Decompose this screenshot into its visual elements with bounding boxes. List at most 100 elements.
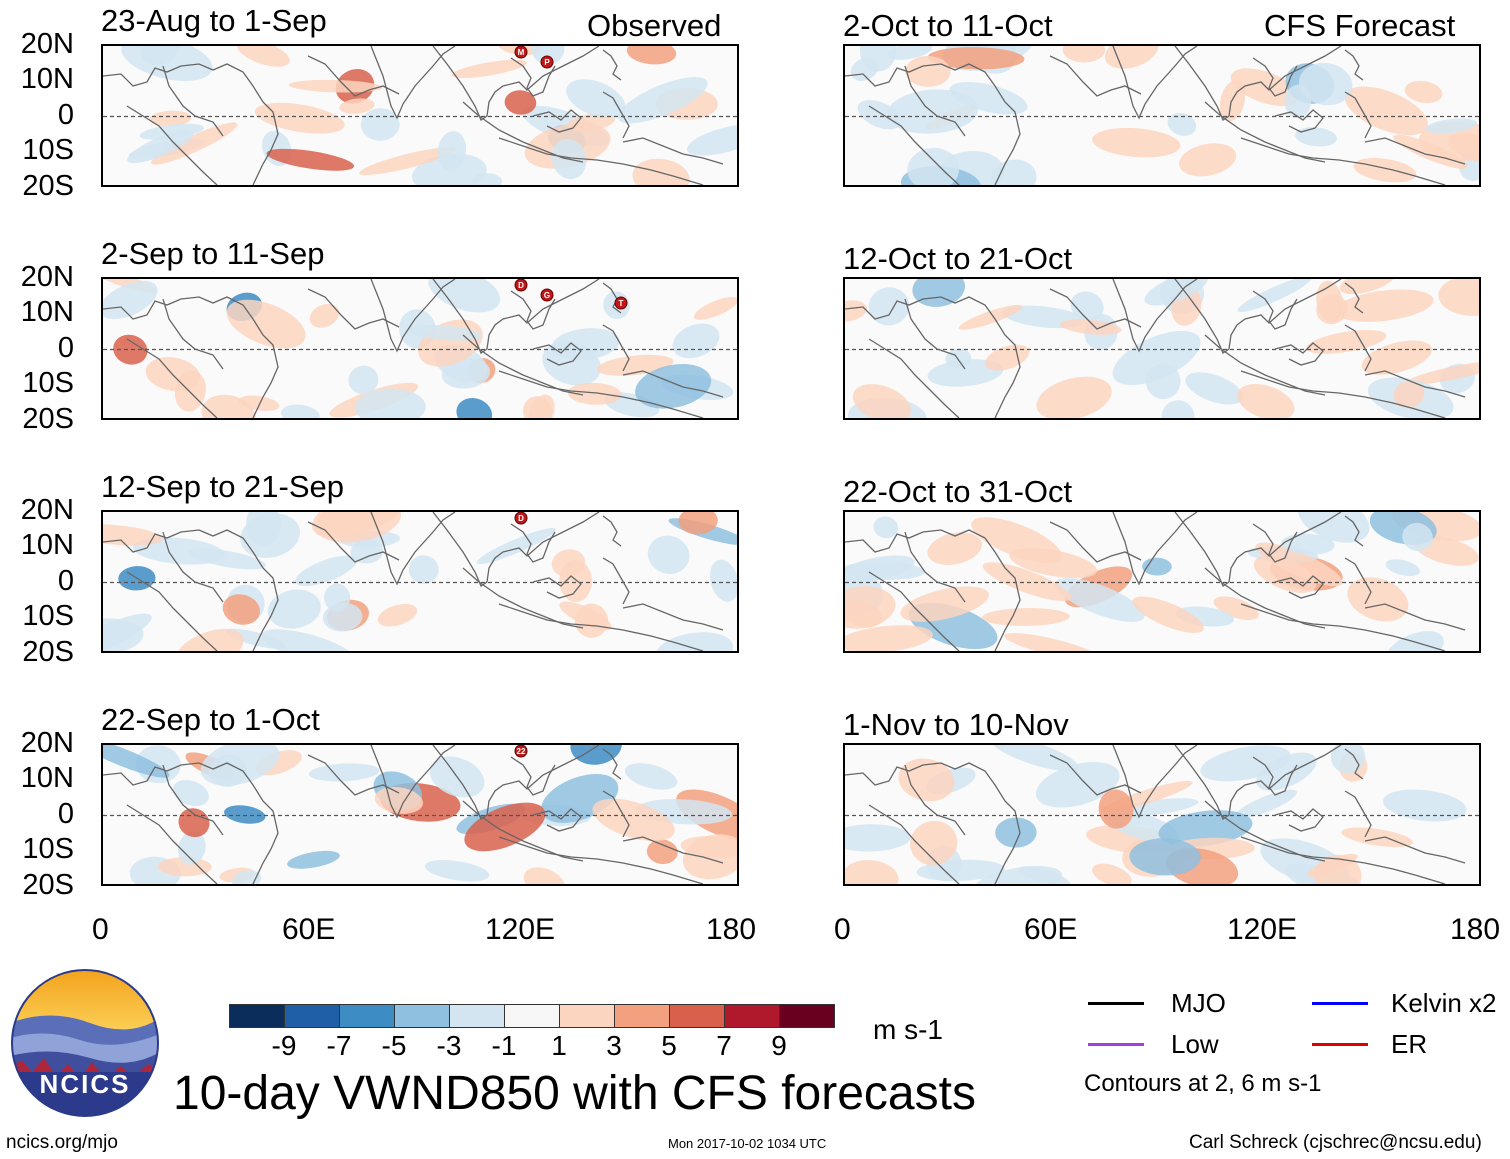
colorbar-cell (339, 1004, 395, 1028)
coastline (532, 109, 582, 133)
anomaly-region (200, 745, 280, 786)
coastline (462, 800, 584, 862)
lat-label: 10N (20, 762, 74, 794)
anomaly-region (682, 834, 737, 880)
anomaly-region (1425, 118, 1478, 134)
anomaly-region (1062, 46, 1106, 63)
coastline (370, 745, 456, 819)
storm-label: G (544, 291, 550, 300)
anomaly-region (103, 745, 170, 778)
anomaly-region (1004, 633, 1101, 651)
colorbar-tick-label: -5 (381, 1030, 407, 1061)
coastline (602, 324, 630, 372)
coastline (510, 756, 556, 796)
anomaly-region (374, 787, 424, 814)
lon-label-right-180: 180 (1450, 913, 1501, 946)
coastline (162, 531, 224, 603)
coastline (868, 338, 960, 418)
anomaly-region (990, 745, 1079, 772)
coastline (1204, 334, 1326, 396)
panel-title-obs-2: 2-Sep to 11-Sep (101, 236, 325, 271)
anomaly-region (224, 805, 266, 824)
coastline (498, 137, 704, 185)
site-link[interactable]: ncics.org/mjo (6, 1132, 118, 1153)
anomaly-region (1055, 578, 1145, 622)
coastline (602, 557, 630, 605)
anomaly-region (157, 857, 212, 877)
anomaly-region (504, 90, 537, 115)
anomaly-region (1385, 559, 1420, 577)
lat-label: 10N (20, 529, 74, 561)
forecast-label: CFS Forecast (1264, 8, 1456, 43)
anomaly-region (1405, 360, 1479, 385)
coastline (1274, 575, 1324, 599)
lat-label: 0 (57, 798, 74, 830)
lat-label: 20S (22, 869, 74, 901)
anomaly-region (1299, 62, 1353, 106)
coastline (1174, 46, 1342, 121)
coastline (904, 531, 966, 603)
coastline (1344, 790, 1372, 838)
anomaly-region (850, 58, 879, 82)
anomaly-region (693, 296, 737, 320)
legend-line-er (1312, 1043, 1368, 1046)
storm-marker (540, 288, 554, 302)
anomaly-region (309, 303, 340, 328)
anomaly-region (927, 47, 1025, 70)
coastline (462, 101, 584, 163)
credit: Carl Schreck (cjschrec@ncsu.edu) (1189, 1132, 1482, 1153)
anomaly-region (873, 516, 899, 539)
coastline (307, 55, 400, 97)
anomaly-region (408, 324, 483, 341)
anomaly-region (1393, 380, 1425, 409)
logo-text: NCICS (40, 1069, 131, 1099)
anomaly-region (1253, 555, 1317, 593)
coastline (845, 63, 1021, 185)
coastline (1364, 836, 1466, 864)
coastline (370, 512, 456, 586)
legend-label-er: ER (1391, 1029, 1428, 1059)
map-panel-fc-3 (843, 510, 1481, 653)
coastline (162, 764, 224, 836)
storm-marker (540, 55, 554, 69)
anomaly-region (261, 629, 357, 651)
coastline (868, 105, 960, 185)
anomaly-region (113, 334, 148, 365)
coastline (1364, 603, 1466, 631)
anomaly-region (523, 867, 566, 884)
lon-label-right-120e: 120E (1227, 913, 1298, 946)
lon-label-left-180: 180 (706, 913, 757, 946)
anomaly-region (1353, 157, 1417, 183)
coastline (1252, 57, 1298, 97)
anomaly-region (178, 808, 210, 838)
coastline (162, 298, 224, 370)
coastline (1112, 512, 1198, 586)
coastline (103, 296, 279, 418)
coastline (126, 571, 218, 651)
coastline (498, 603, 704, 651)
lon-label-left-60e: 60E (282, 913, 336, 946)
colorbar-cell (284, 1004, 340, 1028)
colorbar-tick-label: -7 (326, 1030, 352, 1061)
anomaly-region (254, 102, 345, 134)
coastline (1344, 49, 1364, 81)
anomaly-region (151, 122, 238, 165)
legend-label-kelvin: Kelvin x2 (1391, 988, 1497, 1018)
anomaly-region (1145, 363, 1181, 400)
anomaly-region (377, 603, 418, 627)
anomaly-region (626, 46, 677, 65)
anomaly-region (280, 404, 320, 418)
map-panel-fc-4 (843, 743, 1481, 886)
anomaly-region (1383, 789, 1467, 822)
anomaly-region (845, 600, 883, 628)
coastline (1204, 800, 1326, 862)
anomaly-region (542, 341, 601, 386)
anomaly-region (288, 79, 383, 93)
coastline (162, 65, 224, 137)
anomaly-region (1167, 112, 1197, 136)
map-panel-obs-4: 22 (101, 743, 739, 886)
lat-label: 10S (22, 367, 74, 399)
coastline (622, 836, 724, 864)
anomaly-region (476, 527, 556, 565)
lat-label: 10N (20, 296, 74, 328)
